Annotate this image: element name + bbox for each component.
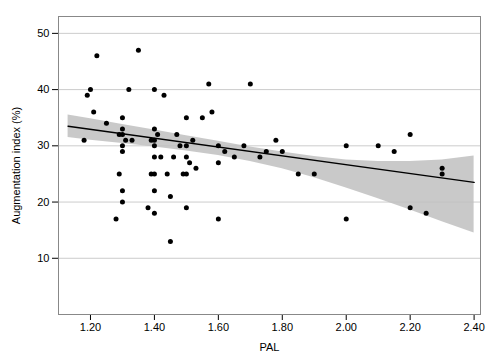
svg-text:1.60: 1.60: [208, 321, 229, 333]
svg-text:PAL: PAL: [260, 341, 280, 353]
svg-text:2.00: 2.00: [336, 321, 357, 333]
svg-text:2.20: 2.20: [399, 321, 420, 333]
svg-text:10: 10: [37, 252, 49, 264]
svg-text:1.40: 1.40: [144, 321, 165, 333]
svg-text:40: 40: [37, 83, 49, 95]
svg-text:Augmentation index (%): Augmentation index (%): [10, 107, 22, 224]
svg-text:1.20: 1.20: [80, 321, 101, 333]
svg-text:50: 50: [37, 27, 49, 39]
svg-text:20: 20: [37, 196, 49, 208]
svg-text:30: 30: [37, 139, 49, 151]
svg-text:1.80: 1.80: [272, 321, 293, 333]
svg-text:2.40: 2.40: [463, 321, 484, 333]
